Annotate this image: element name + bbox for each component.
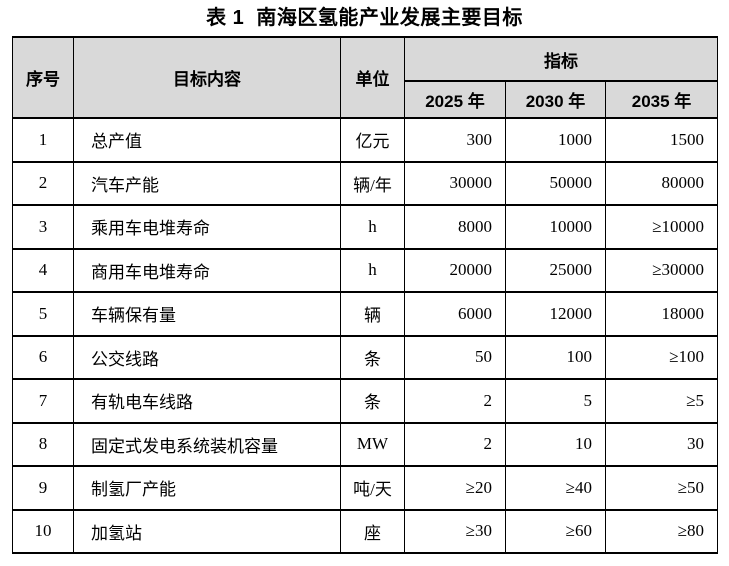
row-value-2035: ≥80 (604, 508, 719, 554)
table-row: 10 加氢站 座 ≥30 ≥60 ≥80 (12, 508, 719, 554)
row-target: 有轨电车线路 (73, 378, 341, 424)
row-target: 车辆保有量 (73, 291, 341, 337)
table-row: 5 车辆保有量 辆 6000 12000 18000 (12, 291, 719, 337)
row-target: 总产值 (73, 117, 341, 163)
header-no: 序号 (12, 36, 74, 119)
goals-table: 序号 目标内容 单位 指标 2025 年 2030 年 2035 年 1 总产值… (12, 36, 719, 554)
row-value-2025: 6000 (404, 291, 506, 337)
row-value-2025: 30000 (404, 160, 506, 206)
row-target: 商用车电堆寿命 (73, 247, 341, 293)
row-value-2025: 50 (404, 334, 506, 380)
row-target: 乘用车电堆寿命 (73, 204, 341, 250)
header-unit: 单位 (340, 36, 405, 119)
row-target: 汽车产能 (73, 160, 341, 206)
row-value-2030: 25000 (505, 247, 606, 293)
row-value-2030: 1000 (505, 117, 606, 163)
row-target: 公交线路 (73, 334, 341, 380)
row-value-2035: ≥30000 (604, 247, 719, 293)
row-value-2025: 300 (404, 117, 506, 163)
table-row: 2 汽车产能 辆/年 30000 50000 80000 (12, 160, 719, 206)
row-no: 10 (12, 508, 74, 554)
row-value-2035: 30 (604, 421, 719, 467)
row-value-2030: 10000 (505, 204, 606, 250)
row-no: 4 (12, 247, 74, 293)
row-value-2035: ≥50 (604, 465, 719, 511)
row-value-2025: 2 (404, 378, 506, 424)
row-no: 8 (12, 421, 74, 467)
row-value-2035: 80000 (604, 160, 719, 206)
header-year-2030: 2030 年 (505, 80, 606, 119)
row-no: 7 (12, 378, 74, 424)
row-value-2030: 50000 (505, 160, 606, 206)
row-value-2025: 8000 (404, 204, 506, 250)
row-value-2035: ≥10000 (604, 204, 719, 250)
row-no: 3 (12, 204, 74, 250)
row-no: 5 (12, 291, 74, 337)
row-value-2030: 10 (505, 421, 606, 467)
row-no: 6 (12, 334, 74, 380)
row-value-2030: 5 (505, 378, 606, 424)
header-indicator: 指标 (403, 36, 719, 82)
row-target: 加氢站 (73, 508, 341, 554)
row-unit: 条 (340, 334, 405, 380)
row-target: 固定式发电系统装机容量 (73, 421, 341, 467)
row-unit: MW (340, 421, 405, 467)
row-no: 9 (12, 465, 74, 511)
table-row: 1 总产值 亿元 300 1000 1500 (12, 117, 719, 163)
row-value-2035: ≥100 (604, 334, 719, 380)
row-value-2030: 12000 (505, 291, 606, 337)
row-value-2030: ≥60 (505, 508, 606, 554)
row-unit: h (340, 247, 405, 293)
row-value-2025: 20000 (404, 247, 506, 293)
row-no: 2 (12, 160, 74, 206)
table-row: 4 商用车电堆寿命 h 20000 25000 ≥30000 (12, 247, 719, 293)
table-header: 序号 目标内容 单位 指标 2025 年 2030 年 2035 年 (12, 36, 719, 119)
row-value-2030: 100 (505, 334, 606, 380)
row-value-2030: ≥40 (505, 465, 606, 511)
header-year-2025: 2025 年 (404, 80, 506, 119)
header-target: 目标内容 (73, 36, 341, 119)
table-body: 1 总产值 亿元 300 1000 1500 2 汽车产能 辆/年 30000 … (12, 117, 719, 554)
row-unit: 条 (340, 378, 405, 424)
row-target: 制氢厂产能 (73, 465, 341, 511)
row-unit: h (340, 204, 405, 250)
row-value-2035: 18000 (604, 291, 719, 337)
header-year-2035: 2035 年 (604, 80, 719, 119)
row-value-2025: ≥30 (404, 508, 506, 554)
row-value-2035: 1500 (604, 117, 719, 163)
row-unit: 座 (340, 508, 405, 554)
row-unit: 辆 (340, 291, 405, 337)
row-unit: 亿元 (340, 117, 405, 163)
row-unit: 吨/天 (340, 465, 405, 511)
row-no: 1 (12, 117, 74, 163)
table-row: 6 公交线路 条 50 100 ≥100 (12, 334, 719, 380)
table-row: 8 固定式发电系统装机容量 MW 2 10 30 (12, 421, 719, 467)
row-unit: 辆/年 (340, 160, 405, 206)
table-row: 7 有轨电车线路 条 2 5 ≥5 (12, 378, 719, 424)
row-value-2025: 2 (404, 421, 506, 467)
row-value-2035: ≥5 (604, 378, 719, 424)
table-row: 9 制氢厂产能 吨/天 ≥20 ≥40 ≥50 (12, 465, 719, 511)
table-row: 3 乘用车电堆寿命 h 8000 10000 ≥10000 (12, 204, 719, 250)
row-value-2025: ≥20 (404, 465, 506, 511)
table-title: 表 1 南海区氢能产业发展主要目标 (206, 7, 523, 29)
